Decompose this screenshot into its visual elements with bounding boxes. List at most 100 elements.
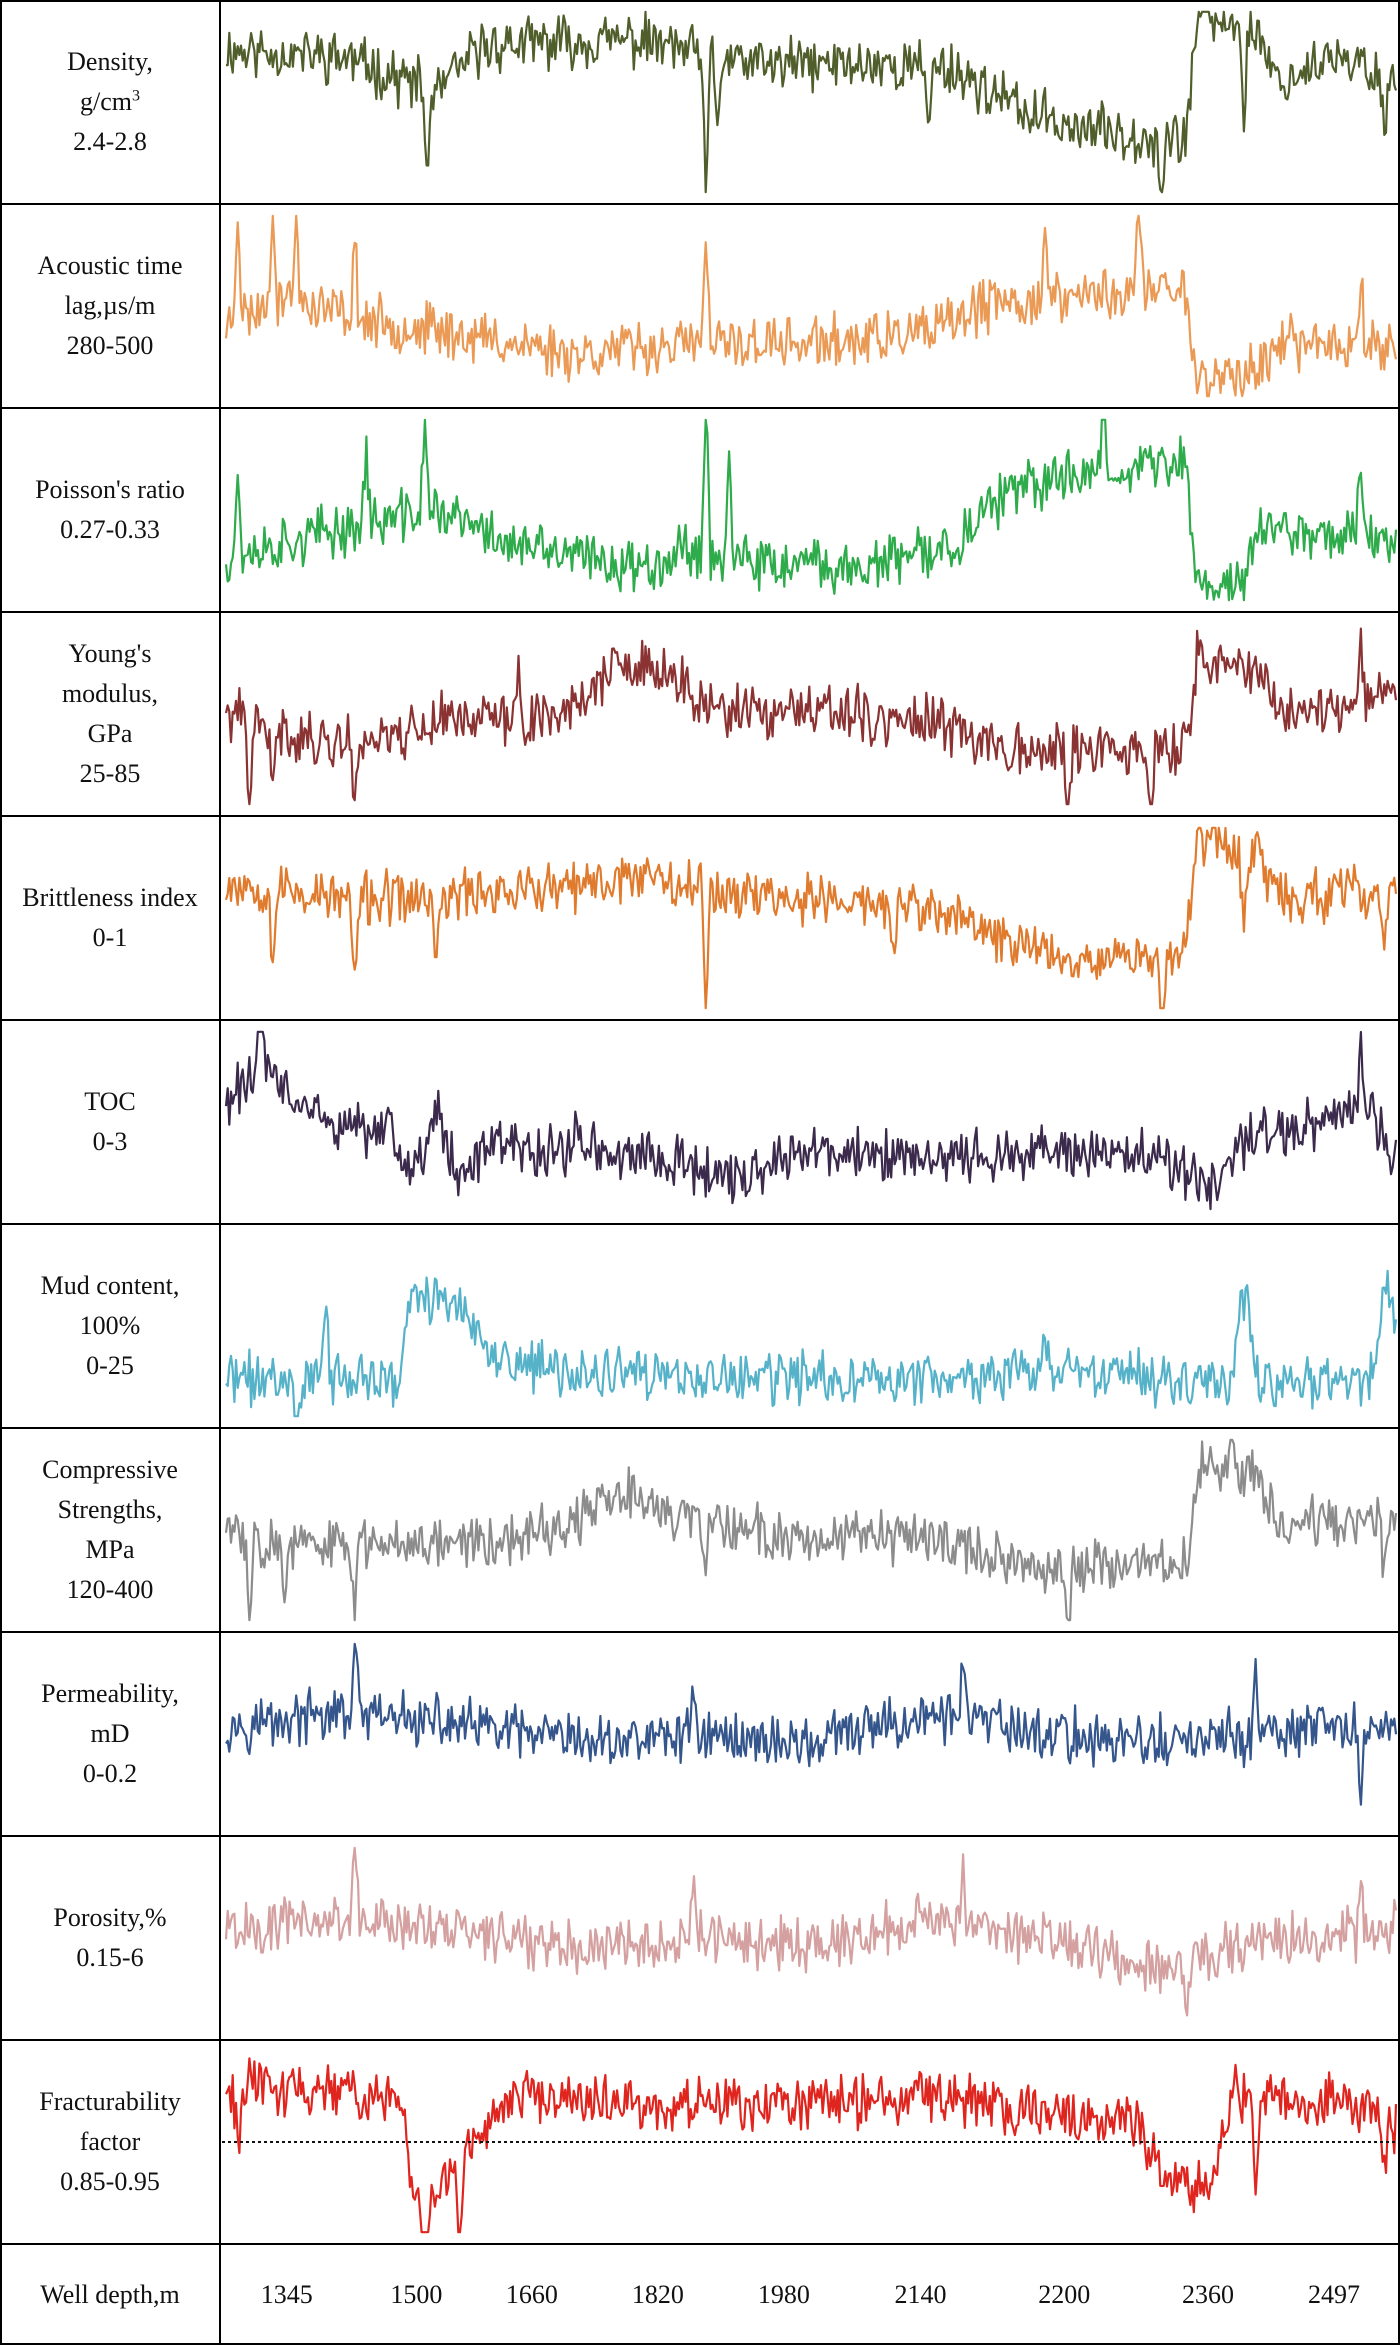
track-plot-acoustic bbox=[222, 204, 1400, 408]
depth-tick-label: 1500 bbox=[390, 2279, 443, 2309]
track-label-line: Density, bbox=[67, 47, 153, 76]
track-svg-density bbox=[225, 10, 1398, 194]
track-plot-permeability bbox=[222, 1632, 1400, 1836]
track-plot-fracturability bbox=[222, 2040, 1400, 2244]
track-label-line: 100% bbox=[79, 1311, 141, 1340]
track-label-mud: Mud content, 100% 0-25 bbox=[0, 1224, 220, 1428]
track-label-line: 0.27-0.33 bbox=[60, 515, 160, 544]
track-row-permeability: Permeability, mD 0-0.2 bbox=[0, 1632, 1400, 1836]
track-label-line: 0-0.2 bbox=[82, 1759, 138, 1788]
depth-tick-label: 1345 bbox=[260, 2279, 313, 2309]
track-row-toc: TOC 0-3 bbox=[0, 1020, 1400, 1224]
track-label-superscript: 3 bbox=[132, 87, 140, 105]
track-row-fracturability: Fracturability factor 0.85-0.95 bbox=[0, 2040, 1400, 2244]
depth-axis-label: Well depth,m bbox=[40, 2279, 180, 2309]
track-label-porosity: Porosity,% 0.15-6 bbox=[0, 1836, 220, 2040]
track-plot-porosity bbox=[222, 1836, 1400, 2040]
depth-ticks: 1345 1500 1660 1820 1980 2140 2200 2360 2497 bbox=[222, 2244, 1400, 2345]
track-row-density: Density, g/cm3 2.4-2.8 bbox=[0, 0, 1400, 204]
track-label-line: MPa bbox=[85, 1535, 135, 1564]
series-line-density bbox=[225, 10, 1398, 194]
track-label-line: modulus, bbox=[61, 679, 159, 708]
track-label-line: Brittleness index bbox=[22, 883, 198, 912]
track-plot-poisson bbox=[222, 408, 1400, 612]
track-svg-toc bbox=[224, 1030, 1398, 1211]
track-label-line: TOC bbox=[84, 1087, 136, 1116]
series-line-permeability bbox=[225, 1642, 1398, 1806]
depth-tick-label: 2497 bbox=[1308, 2279, 1361, 2309]
track-label-poisson: Poisson's ratio 0.27-0.33 bbox=[0, 408, 220, 612]
depth-axis-row: Well depth,m 1345 1500 1660 1820 1980 2140 2200… bbox=[0, 2244, 1400, 2345]
track-label-line: mD bbox=[90, 1719, 130, 1748]
track-label-line: 0-25 bbox=[86, 1351, 134, 1380]
track-label-line: g/cm3 bbox=[80, 82, 140, 122]
track-label-line: factor bbox=[79, 2127, 141, 2156]
track-label-young: Young's modulus, GPa 25-85 bbox=[0, 612, 220, 816]
track-svg-permeability bbox=[225, 1642, 1398, 1806]
depth-tick-label: 2200 bbox=[1038, 2279, 1091, 2309]
track-label-line: 0-1 bbox=[92, 923, 128, 952]
series-line-toc bbox=[224, 1030, 1398, 1211]
depth-tick-label: 1660 bbox=[505, 2279, 558, 2309]
track-row-mud: Mud content, 100% 0-25 bbox=[0, 1224, 1400, 1428]
track-row-acoustic: Acoustic time lag,µs/m 280-500 bbox=[0, 204, 1400, 408]
track-label-toc: TOC 0-3 bbox=[0, 1020, 220, 1224]
track-plot-young bbox=[222, 612, 1400, 816]
track-label-line: Poisson's ratio bbox=[35, 475, 185, 504]
track-svg-poisson bbox=[224, 418, 1398, 602]
track-label-line: Porosity,% bbox=[53, 1903, 167, 1932]
track-label-line: 0-3 bbox=[92, 1127, 128, 1156]
track-label-line: 0.15-6 bbox=[76, 1943, 144, 1972]
track-row-young: Young's modulus, GPa 25-85 bbox=[0, 612, 1400, 816]
track-label-fracturability: Fracturability factor 0.85-0.95 bbox=[0, 2040, 220, 2244]
track-label-line: Mud content, bbox=[40, 1271, 180, 1300]
track-row-poisson: Poisson's ratio 0.27-0.33 bbox=[0, 408, 1400, 612]
track-label-line: 0.85-0.95 bbox=[60, 2167, 160, 2196]
track-svg-mud bbox=[225, 1269, 1398, 1418]
depth-tick-label: 2360 bbox=[1181, 2279, 1234, 2309]
track-svg-acoustic bbox=[224, 214, 1398, 398]
track-row-compressive: Compressive Strengths, MPa 120-400 bbox=[0, 1428, 1400, 1632]
track-label-line: GPa bbox=[87, 719, 133, 748]
series-line-mud bbox=[225, 1269, 1398, 1418]
series-line-young bbox=[224, 627, 1398, 806]
series-line-acoustic bbox=[224, 214, 1398, 398]
series-line-fracturability bbox=[225, 2057, 1398, 2234]
track-label-permeability: Permeability, mD 0-0.2 bbox=[0, 1632, 220, 1836]
depth-tick-label: 1980 bbox=[757, 2279, 810, 2309]
track-label-compressive: Compressive Strengths, MPa 120-400 bbox=[0, 1428, 220, 1632]
track-label-line: 280-500 bbox=[66, 331, 154, 360]
track-label-acoustic: Acoustic time lag,µs/m 280-500 bbox=[0, 204, 220, 408]
track-label-unit: g/cm bbox=[80, 87, 132, 116]
track-label-line: 2.4-2.8 bbox=[73, 127, 147, 156]
track-plot-compressive bbox=[222, 1428, 1400, 1632]
track-svg-porosity bbox=[224, 1846, 1398, 2017]
track-plot-brittleness bbox=[222, 816, 1400, 1020]
track-plot-density bbox=[222, 0, 1400, 204]
track-label-line: 120-400 bbox=[66, 1575, 154, 1604]
series-line-brittleness bbox=[224, 826, 1398, 1010]
depth-tick-label: 2140 bbox=[894, 2279, 947, 2309]
track-label-brittleness: Brittleness index 0-1 bbox=[0, 816, 220, 1020]
track-label-line: Strengths, bbox=[57, 1495, 163, 1524]
track-svg-brittleness bbox=[224, 826, 1398, 1010]
series-line-poisson bbox=[224, 418, 1398, 602]
track-svg-compressive bbox=[224, 1438, 1398, 1622]
series-line-porosity bbox=[224, 1846, 1398, 2017]
track-label-line: Acoustic time bbox=[37, 251, 183, 280]
track-row-brittleness: Brittleness index 0-1 bbox=[0, 816, 1400, 1020]
track-label-line: 25-85 bbox=[79, 759, 141, 788]
track-label-line: Fracturability bbox=[39, 2087, 181, 2116]
track-plot-toc bbox=[222, 1020, 1400, 1224]
track-plot-mud bbox=[222, 1224, 1400, 1428]
series-line-compressive bbox=[224, 1438, 1398, 1622]
track-row-porosity: Porosity,% 0.15-6 bbox=[0, 1836, 1400, 2040]
track-label-line: Young's bbox=[68, 639, 152, 668]
track-label-line: Compressive bbox=[42, 1455, 178, 1484]
track-svg-fracturability bbox=[222, 2057, 1400, 2234]
track-label-line: lag,µs/m bbox=[64, 291, 156, 320]
depth-tick-label: 1820 bbox=[631, 2279, 684, 2309]
track-svg-young bbox=[224, 627, 1398, 806]
track-label-density: Density, g/cm3 2.4-2.8 bbox=[0, 0, 220, 204]
